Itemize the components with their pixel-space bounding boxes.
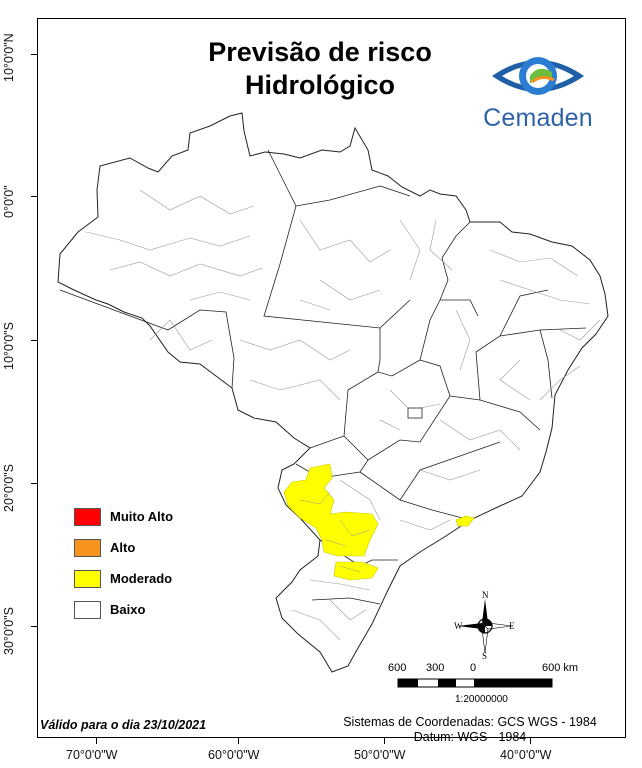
logo-text: Cemaden [483, 104, 593, 132]
legend-label: Moderado [110, 571, 173, 586]
scale-label: 600 km [542, 662, 579, 674]
coord-system-text: Sistemas de Coordenadas: GCS WGS - 1984 [343, 715, 597, 729]
y-tick-mark [31, 626, 37, 627]
x-tick-label: 50°0'0"W [354, 748, 406, 762]
legend-swatch [74, 570, 101, 588]
legend-swatch [74, 539, 101, 557]
scale-ratio: 1:20000000 [455, 694, 508, 705]
compass-rose-icon [458, 599, 513, 654]
y-tick-mark [31, 196, 37, 197]
x-tick-label: 40°0'0"W [500, 748, 552, 762]
x-tick-label: 60°0'0"W [208, 748, 260, 762]
scale-label: 300 [426, 662, 445, 674]
x-tick-mark [384, 738, 385, 744]
y-tick-mark [31, 340, 37, 341]
compass-s: S [482, 651, 488, 661]
datum-text: Datum: WGS - 1984 [413, 730, 527, 744]
scale-bar: 600 300 0 600 km [386, 662, 578, 710]
x-tick-mark [530, 738, 531, 744]
legend-label: Alto [110, 540, 136, 555]
compass-e: E [509, 621, 515, 631]
legend-label: Baixo [110, 602, 146, 617]
map-title: Previsão de risco Hidrológico [170, 36, 470, 102]
x-tick-label: 70°0'0"W [66, 748, 118, 762]
brazil-outline [57, 112, 609, 673]
north-arrow: N S E W [452, 590, 518, 661]
scale-label: 0 [470, 662, 477, 674]
scale-bar-graphic [397, 678, 553, 688]
legend-swatch [74, 601, 101, 619]
risk-area-moderado-ms [283, 463, 379, 557]
title-line-2: Hidrológico [245, 70, 395, 100]
x-tick-mark [96, 738, 97, 744]
y-tick-mark [31, 54, 37, 55]
title-line-1: Previsão de risco [208, 37, 432, 67]
compass-n: N [482, 590, 489, 600]
legend-swatch [74, 508, 101, 526]
cemaden-eye-logo [492, 57, 584, 95]
scale-label: 600 [388, 662, 407, 674]
coordinate-system: Sistemas de Coordenadas: GCS WGS - 1984 … [340, 715, 600, 745]
valid-date: Válido para o dia 23/10/2021 [40, 718, 207, 732]
risk-area-moderado-sp-coast [455, 515, 475, 527]
compass-w: W [454, 621, 463, 631]
legend-label: Muito Alto [110, 509, 174, 524]
x-tick-mark [238, 738, 239, 744]
y-tick-mark [31, 483, 37, 484]
